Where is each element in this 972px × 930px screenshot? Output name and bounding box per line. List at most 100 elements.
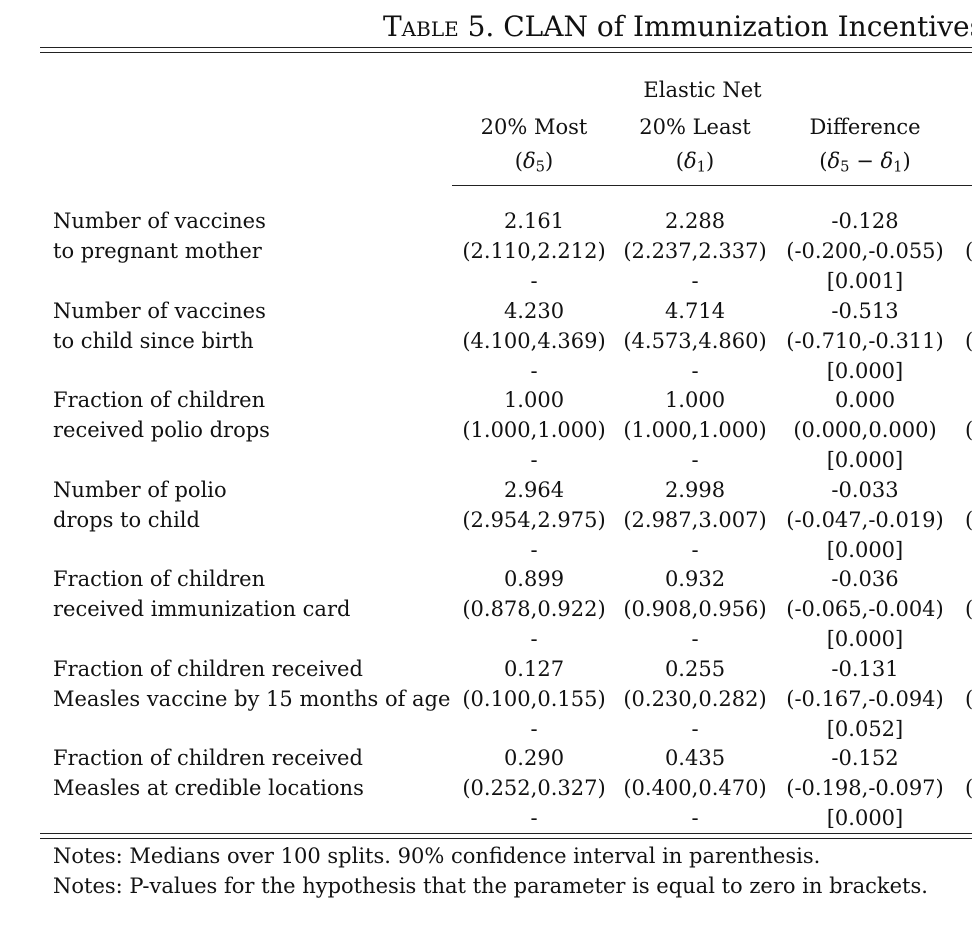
least-p-value-cell: -: [691, 627, 699, 651]
diff-p-value-cell: [0.052]: [826, 717, 904, 741]
diff-estimate-cell: -0.128: [831, 209, 899, 233]
most-confidence-interval-cell: (0.878,0.922): [462, 597, 606, 621]
most-p-value-cell: -: [530, 538, 538, 562]
diff-estimate-cell: -0.513: [831, 299, 899, 323]
top-rule-1: [40, 47, 972, 48]
col-header-most: 20% Most: [480, 115, 588, 139]
table-number: Table 5.: [383, 10, 495, 43]
least-p-value-cell: -: [691, 806, 699, 830]
row-label: Fraction of children: [53, 388, 266, 412]
diff-estimate-cell: -0.036: [831, 567, 899, 591]
least-confidence-interval-cell: (0.230,0.282): [623, 687, 767, 711]
most-estimate-cell: 0.899: [503, 567, 565, 591]
header-underline: [452, 185, 972, 186]
row-label: Number of vaccines: [53, 209, 266, 233]
row-label: to child since birth: [53, 329, 254, 353]
least-confidence-interval-cell: (0.908,0.956): [623, 597, 767, 621]
row-label: drops to child: [53, 508, 200, 532]
row-label: to pregnant mother: [53, 239, 262, 263]
most-p-value-cell: -: [530, 269, 538, 293]
most-estimate-cell: 2.964: [503, 478, 565, 502]
diff-confidence-interval-cell: (-0.198,-0.097): [786, 776, 944, 800]
bottom-rule-2: [40, 838, 972, 839]
diff-p-value-cell: [0.000]: [826, 806, 904, 830]
least-estimate-cell: 2.998: [664, 478, 726, 502]
diff-p-value-cell: [0.001]: [826, 269, 904, 293]
row-label: received polio drops: [53, 418, 270, 442]
col-symbol-difference: (δ5 − δ1): [819, 149, 911, 176]
least-p-value-cell: -: [691, 538, 699, 562]
clipped-column-paren: (: [965, 597, 972, 621]
diff-estimate-cell: -0.033: [831, 478, 899, 502]
row-label: Number of polio: [53, 478, 227, 502]
clipped-column-paren: (: [965, 418, 972, 442]
most-estimate-cell: 1.000: [503, 388, 565, 412]
diff-estimate-cell: -0.131: [831, 657, 899, 681]
least-estimate-cell: 0.932: [664, 567, 726, 591]
top-rule-2: [40, 52, 972, 53]
least-estimate-cell: 0.435: [664, 746, 726, 770]
diff-p-value-cell: [0.000]: [826, 627, 904, 651]
diff-confidence-interval-cell: (-0.200,-0.055): [786, 239, 944, 263]
least-confidence-interval-cell: (2.237,2.337): [623, 239, 767, 263]
diff-confidence-interval-cell: (-0.167,-0.094): [786, 687, 944, 711]
most-confidence-interval-cell: (0.252,0.327): [462, 776, 606, 800]
most-p-value-cell: -: [530, 806, 538, 830]
row-label: Fraction of children received: [53, 746, 363, 770]
most-estimate-cell: 4.230: [503, 299, 565, 323]
most-p-value-cell: -: [530, 717, 538, 741]
most-confidence-interval-cell: (1.000,1.000): [462, 418, 606, 442]
most-confidence-interval-cell: (4.100,4.369): [462, 329, 606, 353]
least-p-value-cell: -: [691, 359, 699, 383]
least-confidence-interval-cell: (0.400,0.470): [623, 776, 767, 800]
col-symbol-most: (δ5): [514, 149, 554, 176]
most-p-value-cell: -: [530, 448, 538, 472]
diff-confidence-interval-cell: (-0.065,-0.004): [786, 597, 944, 621]
least-estimate-cell: 2.288: [664, 209, 726, 233]
row-label: Measles at credible locations: [53, 776, 364, 800]
row-label: Fraction of children: [53, 567, 266, 591]
most-p-value-cell: -: [530, 359, 538, 383]
row-label: Measles vaccine by 15 months of age: [53, 687, 451, 711]
clipped-column-paren: (: [965, 329, 972, 353]
clipped-column-paren: (: [965, 239, 972, 263]
most-estimate-cell: 0.127: [503, 657, 565, 681]
diff-p-value-cell: [0.000]: [826, 538, 904, 562]
diff-confidence-interval-cell: (0.000,0.000): [793, 418, 937, 442]
diff-estimate-cell: -0.152: [831, 746, 899, 770]
least-confidence-interval-cell: (1.000,1.000): [623, 418, 767, 442]
least-confidence-interval-cell: (4.573,4.860): [623, 329, 767, 353]
note-p-values: Notes: P-values for the hypothesis that …: [53, 874, 928, 898]
bottom-rule-1: [40, 833, 972, 834]
table-title: Table 5. CLAN of Immunization Incentives: [383, 10, 972, 43]
most-estimate-cell: 2.161: [503, 209, 565, 233]
col-header-least: 20% Least: [639, 115, 751, 139]
row-label: Number of vaccines: [53, 299, 266, 323]
row-label: received immunization card: [53, 597, 351, 621]
most-confidence-interval-cell: (0.100,0.155): [462, 687, 606, 711]
diff-p-value-cell: [0.000]: [826, 448, 904, 472]
most-confidence-interval-cell: (2.110,2.212): [462, 239, 606, 263]
least-p-value-cell: -: [691, 269, 699, 293]
header-group-label: Elastic Net: [643, 78, 762, 102]
most-p-value-cell: -: [530, 627, 538, 651]
least-confidence-interval-cell: (2.987,3.007): [623, 508, 767, 532]
note-confidence-interval: Notes: Medians over 100 splits. 90% conf…: [53, 844, 821, 868]
diff-confidence-interval-cell: (-0.710,-0.311): [786, 329, 944, 353]
col-header-difference: Difference: [809, 115, 921, 139]
least-p-value-cell: -: [691, 717, 699, 741]
most-estimate-cell: 0.290: [503, 746, 565, 770]
diff-estimate-cell: 0.000: [834, 388, 896, 412]
clipped-column-paren: (: [965, 508, 972, 532]
least-estimate-cell: 0.255: [664, 657, 726, 681]
diff-confidence-interval-cell: (-0.047,-0.019): [786, 508, 944, 532]
table-caption: CLAN of Immunization Incentives: [503, 10, 972, 43]
most-confidence-interval-cell: (2.954,2.975): [462, 508, 606, 532]
diff-p-value-cell: [0.000]: [826, 359, 904, 383]
row-label: Fraction of children received: [53, 657, 363, 681]
least-p-value-cell: -: [691, 448, 699, 472]
least-estimate-cell: 4.714: [664, 299, 726, 323]
clipped-column-paren: (: [965, 776, 972, 800]
col-symbol-least: (δ1): [675, 149, 715, 176]
least-estimate-cell: 1.000: [664, 388, 726, 412]
